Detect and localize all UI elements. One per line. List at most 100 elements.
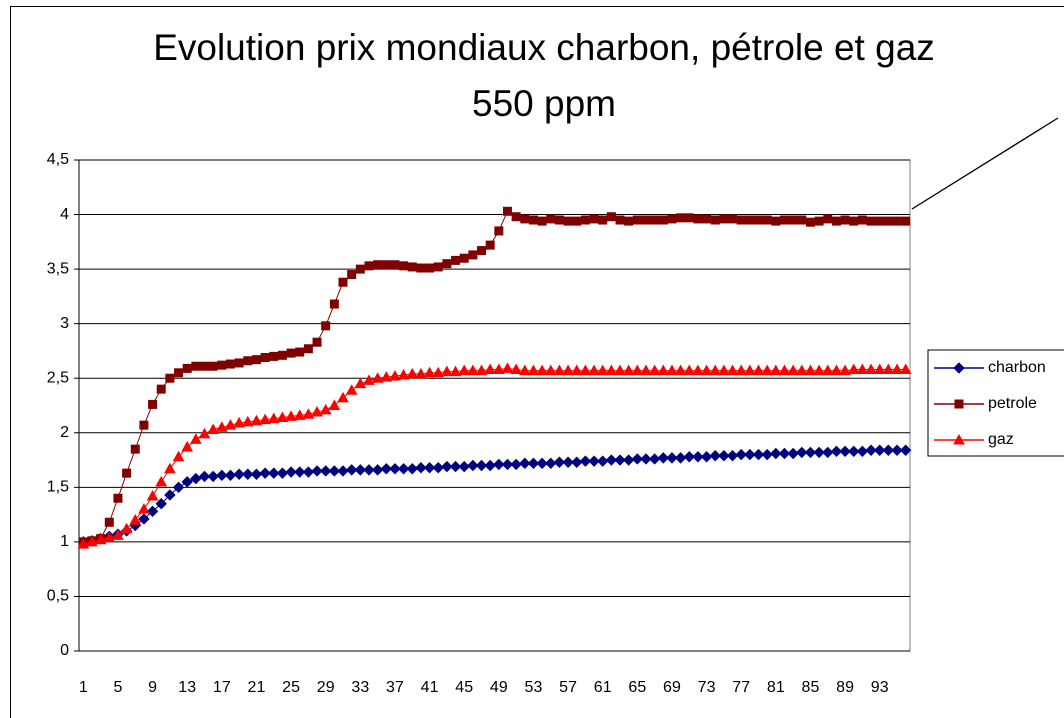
data-point <box>502 206 512 216</box>
data-point <box>892 216 902 226</box>
x-tick-label: 85 <box>802 679 820 696</box>
data-point <box>726 364 739 376</box>
data-point <box>830 364 843 376</box>
data-point <box>285 410 297 421</box>
data-point <box>164 489 176 501</box>
x-tick-label: 53 <box>525 679 543 696</box>
data-point <box>865 444 877 456</box>
data-point <box>484 363 497 374</box>
data-point <box>718 364 730 376</box>
y-tick-label: 3 <box>60 315 69 332</box>
data-point <box>830 445 843 458</box>
data-point <box>328 399 341 410</box>
data-point <box>371 372 384 383</box>
data-point <box>458 364 471 376</box>
data-point <box>399 261 409 271</box>
data-point <box>823 214 833 224</box>
data-point <box>328 465 341 477</box>
data-point <box>295 347 305 357</box>
x-tick-label: 29 <box>317 679 335 696</box>
data-point <box>267 412 280 424</box>
legend-label: charbon <box>988 359 1046 376</box>
data-point <box>641 215 651 225</box>
data-point <box>831 216 841 226</box>
data-point <box>901 216 911 226</box>
x-tick-label: 37 <box>386 679 404 696</box>
data-point <box>667 214 677 224</box>
data-point <box>813 446 825 459</box>
data-point <box>293 409 306 420</box>
data-point <box>242 468 254 480</box>
data-point <box>215 421 228 432</box>
data-point <box>588 364 600 376</box>
data-point <box>891 444 903 456</box>
data-point <box>319 403 332 415</box>
data-point <box>856 363 869 374</box>
x-tick-label: 5 <box>114 679 123 696</box>
data-point <box>674 364 687 376</box>
data-point <box>683 451 695 463</box>
data-point <box>631 364 644 376</box>
data-point <box>735 364 748 376</box>
data-point <box>648 453 661 465</box>
data-point <box>260 352 270 362</box>
data-point <box>744 364 756 376</box>
data-point <box>544 364 557 376</box>
data-point <box>891 363 903 374</box>
data-point <box>338 277 348 287</box>
data-point <box>640 453 652 465</box>
data-point <box>804 446 817 459</box>
data-point <box>839 445 851 458</box>
data-point <box>632 215 642 225</box>
data-point <box>138 503 150 514</box>
data-point <box>545 457 557 470</box>
data-point <box>745 215 755 225</box>
x-tick-label: 13 <box>178 679 196 696</box>
data-point <box>865 363 877 374</box>
data-point <box>321 321 331 331</box>
data-point <box>736 215 746 225</box>
legend-label: gaz <box>988 431 1014 448</box>
x-tick-label: 1 <box>79 679 88 696</box>
data-point <box>155 475 168 487</box>
data-point <box>614 364 626 376</box>
data-point <box>875 216 885 226</box>
data-point <box>172 481 185 494</box>
data-point <box>389 463 401 475</box>
data-point <box>570 364 583 376</box>
data-point <box>553 456 566 468</box>
data-point <box>355 264 365 274</box>
data-point <box>190 433 202 444</box>
data-point <box>822 446 834 459</box>
data-point <box>527 457 540 470</box>
data-point <box>207 423 220 435</box>
data-point <box>191 361 201 371</box>
data-point <box>778 447 791 460</box>
data-point <box>208 361 218 371</box>
data-point <box>501 362 514 373</box>
data-point <box>139 420 149 430</box>
y-tick-label: 3,5 <box>47 260 69 277</box>
data-point <box>848 445 860 458</box>
data-point <box>467 364 479 376</box>
data-point <box>579 455 592 467</box>
data-point <box>224 469 237 482</box>
data-point <box>354 464 367 476</box>
data-point <box>520 214 530 224</box>
data-point <box>148 399 158 409</box>
data-point <box>762 215 772 225</box>
data-point <box>856 445 869 458</box>
data-point <box>700 451 713 463</box>
data-point <box>103 531 116 543</box>
data-point <box>528 215 538 225</box>
y-tick-label: 2 <box>60 424 69 441</box>
data-point <box>797 215 807 225</box>
data-point <box>156 384 166 394</box>
x-tick-label: 73 <box>698 679 716 696</box>
data-point <box>882 363 895 374</box>
data-point <box>285 466 297 478</box>
data-point <box>650 215 660 225</box>
data-point <box>795 364 808 376</box>
data-point <box>754 215 764 225</box>
data-point <box>276 467 289 479</box>
